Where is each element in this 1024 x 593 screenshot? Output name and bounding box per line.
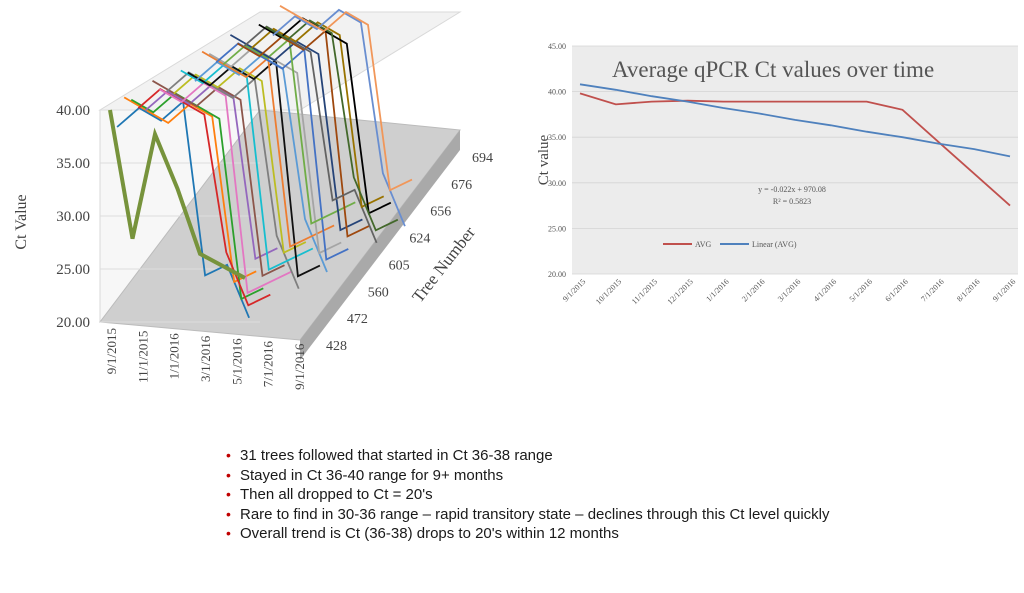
right-y-tick-label: 30.00 — [548, 179, 566, 188]
bullet-dot-icon: • — [226, 447, 231, 463]
right-x-tick-label: 5/1/2016 — [848, 277, 874, 303]
right-x-tick-label: 2/1/2016 — [740, 277, 766, 303]
tree-tick-label: 676 — [451, 178, 472, 193]
floor-right-face — [300, 130, 460, 360]
right-y-tick-label: 25.00 — [548, 224, 566, 233]
bullet-item: • Then all dropped to Ct = 20's — [226, 486, 433, 503]
findings-list: • 31 trees followed that started in Ct 36… — [226, 446, 1006, 544]
left-y-tick-label: 40.00 — [56, 103, 90, 119]
right-x-tick-label: 7/1/2016 — [919, 277, 945, 303]
right-y-tick-label: 20.00 — [548, 270, 566, 279]
front-series-line — [108, 109, 246, 280]
bullet-dot-icon: • — [226, 466, 231, 483]
y-axis-label: Ct Value — [13, 194, 30, 249]
left-x-tick-label: 1/1/2016 — [167, 333, 182, 380]
right-y-tick-label: 40.00 — [548, 88, 566, 97]
tree-series-line — [251, 21, 385, 209]
right-y-tick-label: 45.00 — [548, 42, 566, 51]
tree-tick-label: 656 — [430, 205, 451, 220]
left-y-tick-label: 35.00 — [56, 156, 90, 172]
right-y-axis-label: Ct value — [536, 134, 552, 185]
bullet-item: • Overall trend is Ct (36-38) drops to 20… — [226, 525, 619, 542]
tree-series-line — [159, 81, 292, 295]
tree-series-line — [272, 8, 406, 227]
bullet-dot-icon: • — [226, 486, 231, 502]
right-x-tick-label: 9/1/2016 — [991, 277, 1017, 303]
bullet-item: • Stayed in Ct 36-40 range for 9+ months — [226, 466, 504, 484]
tree-tick-label: 694 — [472, 151, 493, 166]
bullet-dot-icon: • — [226, 525, 231, 541]
tree-series-line — [187, 58, 321, 278]
linear-trend-line — [579, 83, 1011, 158]
tree-tick-label: 472 — [347, 312, 368, 327]
tree-series-line — [265, 19, 399, 232]
left-x-tick-label: 9/1/2016 — [292, 343, 307, 390]
right-x-tick-label: 6/1/2016 — [883, 277, 909, 303]
tree-series-line — [173, 67, 307, 255]
left-x-tick-label: 11/1/2015 — [135, 331, 150, 383]
average-ct-chart: 45.00 40.00 35.00 30.00 25.00 20.00 9/1/2015 1… — [536, 42, 1018, 306]
bullet-dot-icon: • — [226, 505, 231, 522]
left-x-tick-label: 5/1/2016 — [229, 338, 244, 385]
legend: AVG Linear (AVG) — [663, 240, 797, 249]
right-x-tick-label: 10/1/2015 — [594, 277, 623, 306]
trendline-r2: R² = 0.5823 — [773, 197, 811, 206]
left-y-tick-label: 25.00 — [56, 262, 90, 278]
bullet-item: • 31 trees followed that started in Ct 36… — [226, 447, 553, 464]
right-x-tick-label: 1/1/2016 — [704, 277, 730, 303]
right-x-tick-label: 4/1/2016 — [812, 277, 838, 303]
tree-series-line — [237, 28, 370, 238]
right-x-tick-label: 9/1/2015 — [561, 277, 587, 303]
tree-tick-label: 624 — [409, 232, 430, 247]
avg-series-line — [579, 92, 1011, 207]
right-x-tick-label: 11/1/2015 — [630, 277, 659, 306]
left-x-tick-label: 7/1/2016 — [261, 341, 276, 388]
left-y-tick-label: 20.00 — [56, 315, 90, 331]
3d-ct-value-chart: 40.00 35.00 30.00 25.00 20.00 9/1/2015 11/1/2… — [13, 5, 493, 390]
right-x-tick-label: 8/1/2016 — [955, 277, 981, 303]
legend-avg-label: AVG — [695, 240, 712, 249]
right-y-tick-label: 35.00 — [548, 133, 566, 142]
legend-linear-label: Linear (AVG) — [752, 240, 797, 249]
tree-tick-label: 428 — [326, 339, 347, 354]
plot-area — [572, 46, 1018, 274]
chart-title: Average qPCR Ct values over time — [612, 57, 934, 82]
bullet-item: • Rare to find in 30-36 range – rapid tra… — [226, 505, 830, 523]
left-x-tick-label: 9/1/2015 — [104, 328, 119, 374]
tree-tick-label: 560 — [368, 285, 389, 300]
left-x-tick-label: 3/1/2016 — [198, 335, 213, 382]
tree-tick-label: 605 — [389, 258, 410, 273]
left-y-tick-label: 30.00 — [56, 209, 90, 225]
trendline-equation: y = -0.022x + 970.08 — [758, 185, 826, 194]
right-x-tick-label: 3/1/2016 — [776, 277, 802, 303]
tree-series-line — [279, 5, 413, 192]
right-x-tick-label: 12/1/2015 — [666, 277, 695, 306]
